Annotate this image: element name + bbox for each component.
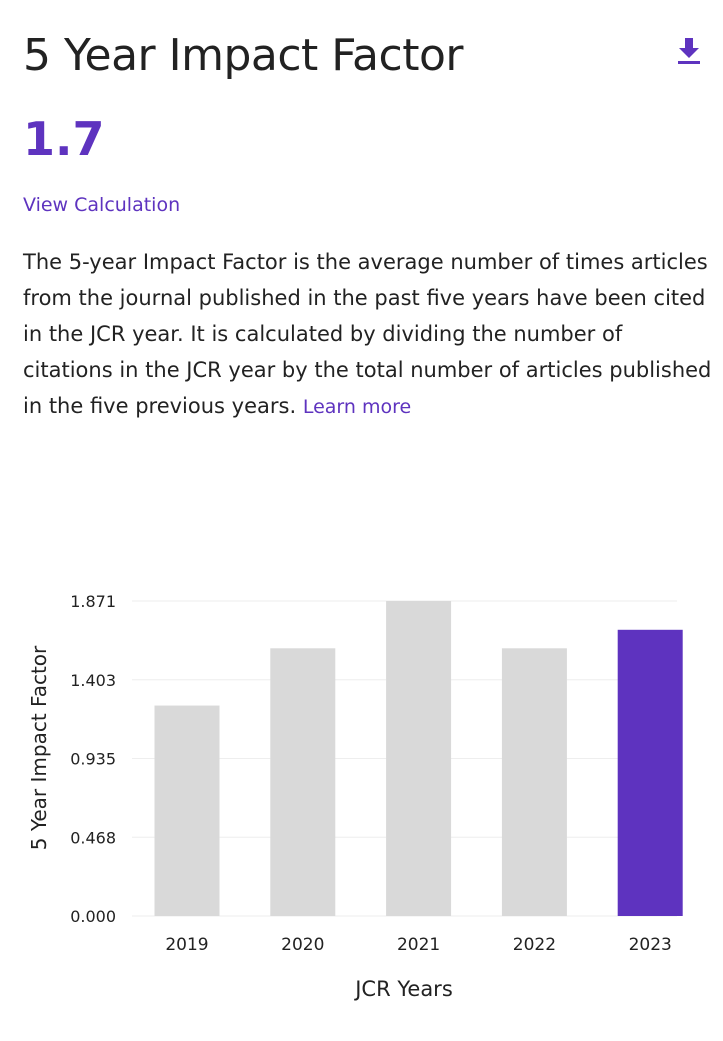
learn-more-link[interactable]: Learn more (302, 396, 412, 418)
y-axis-title: 5 Year Impact Factor (27, 645, 51, 850)
description-body: The 5-year Impact Factor is the average … (23, 250, 712, 418)
bar-2021[interactable] (386, 601, 452, 916)
bar-2019[interactable] (154, 705, 220, 916)
description-text: The 5-year Impact Factor is the average … (23, 244, 713, 425)
view-calculation-link[interactable]: View Calculation (23, 194, 181, 216)
y-tick-label: 0.468 (70, 828, 116, 847)
x-axis-title: JCR Years (353, 977, 453, 1001)
bar-2022[interactable] (501, 648, 567, 916)
download-icon[interactable] (676, 36, 702, 66)
y-tick-label: 1.403 (70, 671, 116, 690)
x-tick-label: 2020 (281, 935, 324, 955)
bar-chart-svg: 0.000 0.468 0.935 1.403 1.871 2019 2020 2021 202… (27, 592, 683, 1001)
bar-2020[interactable] (270, 648, 336, 916)
y-tick-label: 0.935 (70, 750, 116, 769)
bar-2023[interactable] (617, 629, 683, 916)
y-tick-label: 1.871 (70, 592, 116, 611)
impact-factor-chart: 0.000 0.468 0.935 1.403 1.871 2019 2020 2021 202… (0, 560, 723, 1020)
x-tick-label: 2019 (165, 935, 208, 955)
x-tick-label: 2022 (513, 935, 556, 955)
x-tick-label: 2021 (397, 935, 440, 955)
impact-factor-value: 1.7 (23, 112, 105, 166)
x-tick-label: 2023 (629, 935, 672, 955)
page-title: 5 Year Impact Factor (23, 30, 463, 81)
y-tick-label: 0.000 (70, 907, 116, 926)
